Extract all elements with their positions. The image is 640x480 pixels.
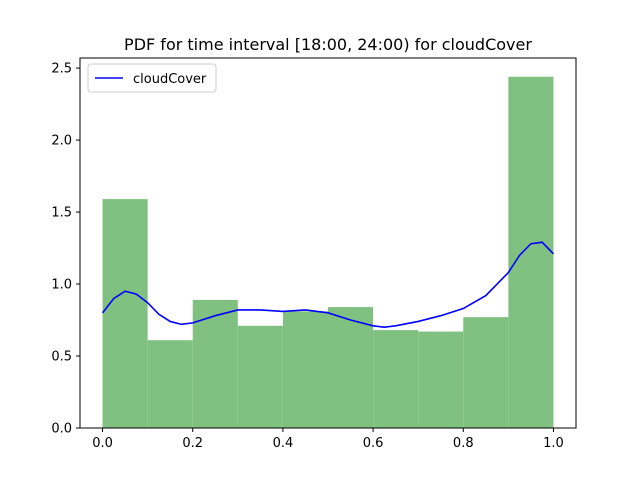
y-tick-label: 1.5 — [51, 206, 72, 221]
histogram-bar — [508, 76, 554, 429]
legend-box — [87, 63, 217, 93]
chart-title: PDF for time interval [18:00, 24:00) for… — [124, 35, 532, 54]
histogram-bar — [102, 199, 148, 428]
histogram-bar — [418, 331, 464, 428]
y-tick-label: 2.0 — [51, 134, 72, 149]
histogram-bar — [192, 299, 238, 428]
x-tick-label: 0.2 — [182, 436, 203, 451]
y-tick-label: 1.0 — [51, 278, 72, 293]
y-tick-label: 0.5 — [51, 350, 72, 365]
density-line — [101, 241, 555, 329]
y-tick-label: 2.5 — [51, 62, 72, 77]
y-tick-label: 0.0 — [51, 422, 72, 437]
x-tick-label: 0.6 — [363, 436, 384, 451]
x-tick-label: 0.8 — [453, 436, 474, 451]
legend: cloudCover — [87, 63, 217, 93]
x-tick-label: 0.4 — [273, 436, 294, 451]
histogram-bar — [373, 330, 419, 428]
histogram-bar — [463, 317, 509, 428]
histogram-bar — [328, 307, 374, 428]
x-tick-label: 1.0 — [543, 436, 564, 451]
histogram-bar — [237, 325, 283, 428]
histogram-bar — [147, 340, 193, 428]
axes-frame — [79, 57, 577, 429]
legend-label: cloudCover — [133, 72, 207, 87]
axes: 0.0 0.2 0.4 0.6 0.8 1.0 0.0 0.5 1.0 1.5 2.0 2.5 — [51, 57, 577, 451]
histogram-bar — [282, 311, 328, 428]
histogram-bars — [102, 76, 554, 429]
density-line-layer — [101, 241, 555, 329]
x-tick-label: 0.0 — [92, 436, 113, 451]
